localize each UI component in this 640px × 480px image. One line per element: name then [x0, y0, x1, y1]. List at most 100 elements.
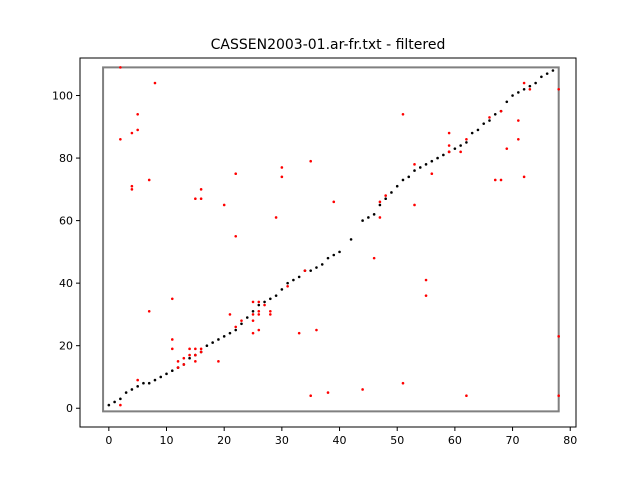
alignment-point [309, 269, 312, 272]
alignment-point [470, 131, 474, 135]
alignment-point [320, 263, 324, 266]
x-tick-label: 10 [160, 434, 174, 447]
alignment-point [332, 253, 336, 257]
alignment-point [326, 256, 330, 260]
y-tick-label: 20 [59, 340, 73, 353]
alignment-point [165, 372, 168, 376]
alignment-point [522, 87, 526, 91]
candidate-point [499, 109, 503, 113]
candidate-point [119, 403, 122, 407]
candidate-point [222, 203, 226, 207]
candidate-point [199, 347, 203, 351]
candidate-point [424, 294, 428, 297]
chart-title: CASSEN2003-01.ar-fr.txt - filtered [211, 37, 446, 53]
candidate-point [269, 313, 272, 316]
alignment-point [390, 191, 393, 194]
alignment-point [372, 213, 376, 216]
candidate-point [251, 331, 255, 335]
candidate-point [170, 297, 174, 301]
alignment-point [257, 303, 261, 307]
alignment-point [476, 128, 480, 132]
candidate-point [465, 138, 468, 141]
candidate-point [257, 309, 261, 313]
alignment-point [465, 141, 468, 144]
candidate-point [372, 256, 376, 260]
candidate-point [280, 175, 284, 179]
candidate-point [326, 391, 330, 394]
candidate-point [119, 138, 122, 141]
candidate-point [130, 184, 134, 188]
alignment-point [361, 219, 364, 222]
alignment-point [130, 388, 134, 391]
alignment-point [245, 316, 249, 319]
alignment-point [511, 94, 514, 97]
candidate-point [153, 81, 157, 85]
alignment-point [528, 84, 532, 88]
candidate-point [378, 216, 382, 219]
x-tick-label: 80 [563, 434, 577, 447]
alignment-point [430, 159, 434, 163]
candidate-point [493, 178, 497, 182]
candidate-point [522, 175, 526, 179]
alignment-point [274, 294, 278, 297]
candidate-point [199, 350, 203, 354]
candidate-point [176, 360, 180, 363]
candidate-point [176, 366, 180, 369]
candidate-point [286, 284, 289, 288]
alignment-point [534, 81, 537, 85]
candidate-point [234, 234, 238, 238]
x-tick-label: 70 [506, 434, 520, 447]
candidate-point [465, 394, 468, 398]
candidate-point [257, 328, 261, 332]
candidate-point [257, 300, 261, 304]
alignment-point [349, 238, 353, 241]
candidate-point [251, 300, 255, 304]
alignment-point [482, 122, 486, 125]
candidate-point [130, 188, 134, 191]
alignment-point [442, 153, 445, 157]
candidate-point [384, 194, 387, 197]
candidate-point [447, 144, 451, 147]
candidate-point [424, 278, 428, 282]
candidate-point [194, 360, 197, 363]
candidate-point [188, 353, 191, 357]
candidate-point [274, 216, 278, 219]
candidate-point [234, 325, 238, 329]
alignment-point [113, 400, 116, 404]
filter-box [102, 66, 560, 413]
alignment-point [251, 309, 255, 313]
alignment-point [269, 297, 272, 301]
candidate-point [447, 131, 451, 135]
candidate-point [332, 200, 336, 204]
alignment-point [384, 197, 387, 201]
candidate-point [528, 87, 532, 91]
x-tick-label: 30 [275, 434, 289, 447]
alignment-point [424, 163, 428, 166]
alignment-point [188, 356, 191, 360]
alignment-point [124, 391, 128, 394]
candidate-point [199, 197, 203, 201]
alignment-point [119, 397, 122, 401]
x-tick-label: 20 [217, 434, 231, 447]
candidate-point [199, 188, 203, 191]
alignment-point [217, 338, 220, 341]
alignment-point [493, 112, 497, 116]
alignment-point [488, 119, 491, 122]
candidate-point [430, 172, 434, 176]
alignment-point [378, 203, 382, 207]
alignment-point [228, 331, 232, 335]
candidate-point [459, 150, 462, 154]
candidate-point [401, 112, 405, 116]
candidate-point [251, 313, 255, 316]
alignment-point [297, 275, 301, 279]
candidate-point [557, 394, 560, 398]
candidate-point [119, 66, 122, 69]
alignment-point [159, 375, 163, 379]
y-tick-label: 80 [59, 152, 73, 165]
candidate-point [170, 347, 174, 351]
alignment-point [234, 328, 238, 332]
axes-frame [79, 57, 577, 428]
candidate-point [251, 319, 255, 322]
